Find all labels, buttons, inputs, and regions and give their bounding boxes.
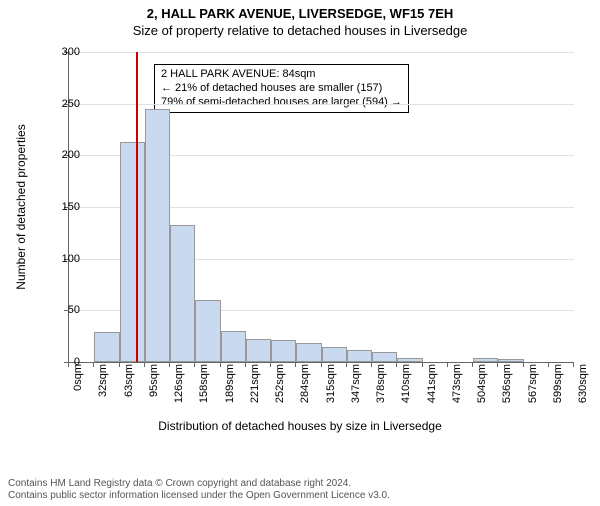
xtick-label: 252sqm <box>274 364 286 403</box>
grid-line <box>69 52 574 53</box>
xtick-mark <box>523 362 524 367</box>
xtick-mark <box>321 362 322 367</box>
x-axis-label: Distribution of detached houses by size … <box>10 419 590 433</box>
xtick-mark <box>422 362 423 367</box>
xtick-label: 32sqm <box>97 364 109 397</box>
xtick-mark <box>396 362 397 367</box>
xtick-label: 126sqm <box>173 364 185 403</box>
histogram-bar <box>221 331 246 362</box>
xtick-label: 221sqm <box>249 364 261 403</box>
ytick-label: 150 <box>50 201 80 213</box>
xtick-mark <box>295 362 296 367</box>
xtick-label: 315sqm <box>325 364 337 403</box>
xtick-label: 599sqm <box>552 364 564 403</box>
annotation-line2: ← 21% of detached houses are smaller (15… <box>161 82 402 96</box>
annotation-line1: 2 HALL PARK AVENUE: 84sqm <box>161 68 402 82</box>
footer-attribution: Contains HM Land Registry data © Crown c… <box>8 478 390 502</box>
plot-area: 2 HALL PARK AVENUE: 84sqm ← 21% of detac… <box>68 52 574 363</box>
histogram-bar <box>322 347 347 363</box>
xtick-mark <box>497 362 498 367</box>
xtick-mark <box>169 362 170 367</box>
xtick-label: 441sqm <box>426 364 438 403</box>
xtick-label: 95sqm <box>148 364 160 397</box>
histogram-bar <box>195 300 220 362</box>
xtick-mark <box>194 362 195 367</box>
histogram-bar <box>145 109 170 362</box>
xtick-mark <box>220 362 221 367</box>
histogram-bar <box>372 352 397 362</box>
chart-title-sub: Size of property relative to detached ho… <box>0 23 600 38</box>
xtick-label: 0sqm <box>72 364 84 391</box>
annotation-line3: 79% of semi-detached houses are larger (… <box>161 96 402 110</box>
annotation-box: 2 HALL PARK AVENUE: 84sqm ← 21% of detac… <box>154 64 409 113</box>
xtick-mark <box>245 362 246 367</box>
ytick-label: 300 <box>50 46 80 58</box>
histogram-bar <box>347 350 372 362</box>
xtick-mark <box>93 362 94 367</box>
footer-line1: Contains HM Land Registry data © Crown c… <box>8 478 390 490</box>
xtick-label: 347sqm <box>350 364 362 403</box>
histogram-bar <box>170 225 195 362</box>
grid-line <box>69 104 574 105</box>
xtick-mark <box>346 362 347 367</box>
histogram-bar <box>296 343 321 362</box>
histogram-bar <box>271 340 296 362</box>
xtick-label: 158sqm <box>198 364 210 403</box>
xtick-label: 567sqm <box>527 364 539 403</box>
xtick-mark <box>371 362 372 367</box>
ytick-label: 100 <box>50 253 80 265</box>
histogram-bar <box>246 339 271 362</box>
ytick-label: 50 <box>50 304 80 316</box>
xtick-mark <box>119 362 120 367</box>
xtick-mark <box>144 362 145 367</box>
histogram-bar <box>94 332 119 362</box>
xtick-mark <box>573 362 574 367</box>
chart-title-main: 2, HALL PARK AVENUE, LIVERSEDGE, WF15 7E… <box>0 6 600 21</box>
ytick-label: 200 <box>50 149 80 161</box>
ytick-label: 250 <box>50 98 80 110</box>
xtick-label: 473sqm <box>451 364 463 403</box>
xtick-mark <box>270 362 271 367</box>
y-axis-label: Number of detached properties <box>14 124 28 289</box>
xtick-mark <box>472 362 473 367</box>
histogram-bar <box>397 358 422 362</box>
xtick-label: 189sqm <box>224 364 236 403</box>
histogram-bar <box>498 359 523 362</box>
xtick-mark <box>68 362 69 367</box>
property-marker-line <box>136 52 138 362</box>
xtick-label: 536sqm <box>501 364 513 403</box>
histogram-bar <box>473 358 498 362</box>
xtick-mark <box>548 362 549 367</box>
xtick-label: 63sqm <box>123 364 135 397</box>
footer-line2: Contains public sector information licen… <box>8 490 390 502</box>
xtick-mark <box>447 362 448 367</box>
chart-container: Number of detached properties 2 HALL PAR… <box>10 42 590 437</box>
xtick-label: 284sqm <box>299 364 311 403</box>
histogram-bar <box>120 142 145 362</box>
xtick-label: 504sqm <box>476 364 488 403</box>
xtick-label: 410sqm <box>400 364 412 403</box>
xtick-label: 378sqm <box>375 364 387 403</box>
xtick-label: 630sqm <box>577 364 589 403</box>
